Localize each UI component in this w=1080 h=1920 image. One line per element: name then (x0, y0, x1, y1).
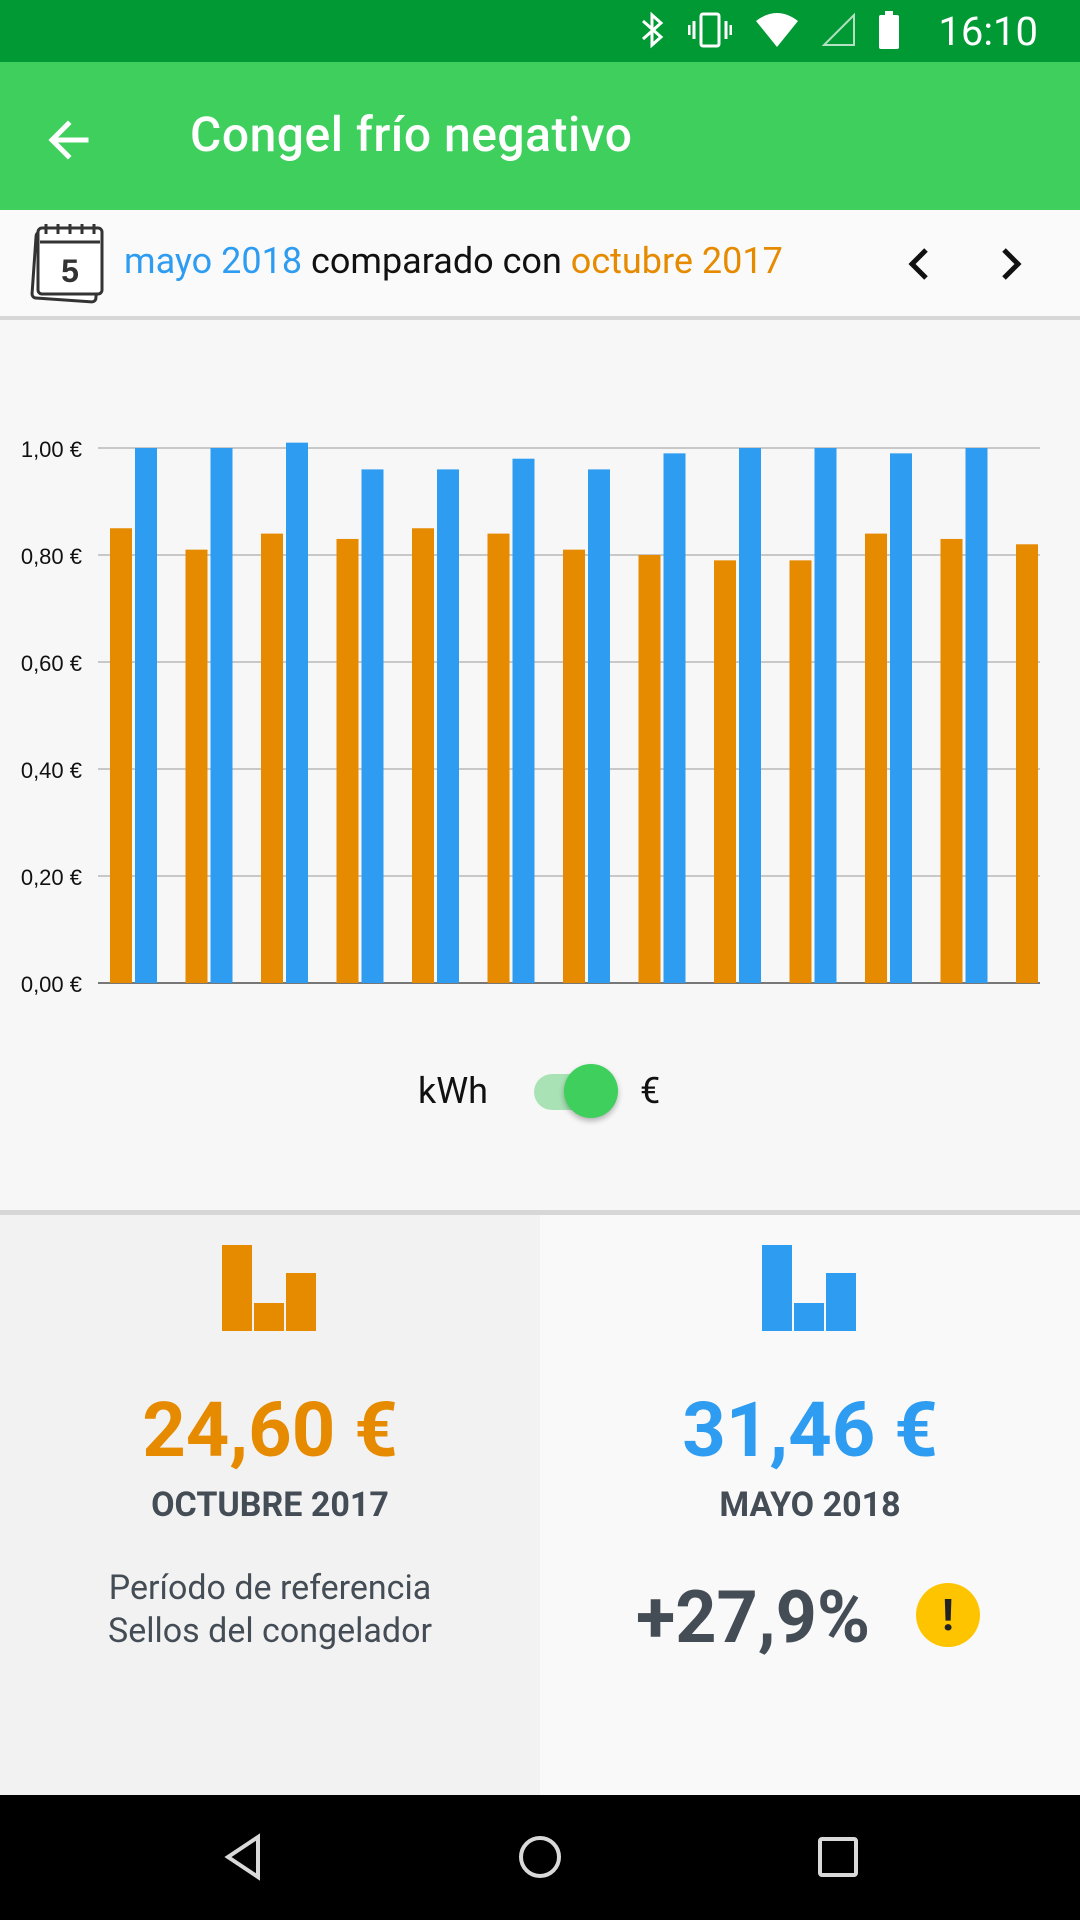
app-bar: Congel frío negativo (0, 62, 1080, 210)
reference-bar[interactable] (789, 560, 812, 983)
y-tick-label: 0,80 € (21, 544, 82, 569)
kwh-label: kWh (418, 1070, 489, 1112)
nav-recents-icon[interactable] (812, 1831, 864, 1883)
reference-bar[interactable] (563, 549, 585, 983)
battery-icon (879, 11, 899, 49)
reference-summary-panel: 24,60 € OCTUBRE 2017 Período de referenc… (0, 1215, 540, 1795)
system-nav-bar (0, 1795, 1080, 1920)
unit-toggle-row: kWh € (0, 1056, 1080, 1126)
section-divider (0, 1210, 1080, 1215)
current-period: MAYO 2018 (719, 1485, 901, 1525)
reference-amount: 24,60 € (142, 1385, 398, 1475)
unit-switch-thumb[interactable] (564, 1064, 618, 1118)
vibrate-icon (688, 12, 732, 48)
current-bar[interactable] (890, 453, 912, 984)
reference-bar[interactable] (865, 533, 887, 983)
calendar-day: 5 (61, 253, 79, 289)
reference-note-line2: Sellos del congelador (108, 1611, 432, 1651)
comparison-connector: comparado con (311, 240, 562, 282)
bar-chart-icon (222, 1245, 316, 1331)
chevron-right-icon[interactable] (986, 240, 1034, 288)
bar-chart-icon (762, 1245, 856, 1331)
comparison-text: mayo 2018 comparado con octubre 2017 (124, 240, 783, 282)
reference-period: OCTUBRE 2017 (151, 1485, 389, 1525)
current-summary-panel: 31,46 € MAYO 2018 +27,9% ! (540, 1215, 1080, 1795)
y-tick-label: 0,00 € (21, 972, 82, 997)
current-bar[interactable] (588, 469, 610, 983)
chart-svg: 0,00 € 0,20 € 0,40 € 0,60 € 0,80 € 1,00 € (21, 437, 1040, 997)
y-tick-label: 0,60 € (21, 651, 82, 676)
current-bar[interactable] (663, 453, 686, 984)
change-percentage: +27,9% (636, 1575, 871, 1660)
current-bar[interactable] (814, 448, 837, 983)
current-bar[interactable] (965, 448, 988, 983)
status-icons (640, 10, 900, 50)
reference-bar[interactable] (940, 538, 963, 983)
reference-bar[interactable] (638, 555, 661, 983)
y-tick-label: 0,20 € (21, 865, 82, 890)
status-bar: 16:10 (0, 0, 1080, 62)
reference-bar[interactable] (110, 528, 132, 983)
current-amount: 31,46 € (682, 1385, 938, 1475)
y-tick-label: 0,40 € (21, 758, 82, 783)
reference-period-label[interactable]: octubre 2017 (570, 240, 783, 282)
clock: 16:10 (938, 8, 1038, 55)
reference-bar[interactable] (714, 560, 736, 983)
warning-icon[interactable]: ! (916, 1583, 980, 1647)
current-bar[interactable] (739, 448, 761, 983)
y-tick-label: 1,00 € (21, 437, 82, 462)
current-bar[interactable] (210, 448, 233, 983)
current-period-label[interactable]: mayo 2018 (124, 240, 303, 282)
nav-home-icon[interactable] (514, 1831, 566, 1883)
reference-bar[interactable] (336, 538, 359, 983)
back-arrow-icon[interactable] (44, 110, 104, 170)
reference-bar[interactable] (1016, 544, 1038, 983)
current-bar[interactable] (512, 458, 535, 983)
current-bar[interactable] (361, 469, 384, 983)
reference-note: Período de referencia Sellos del congela… (0, 1567, 540, 1653)
reference-bar[interactable] (412, 528, 434, 983)
calendar-icon[interactable]: 5 (28, 220, 108, 306)
bluetooth-icon (642, 11, 664, 49)
reference-note-line1: Período de referencia (108, 1568, 432, 1608)
consumption-chart: 0,00 € 0,20 € 0,40 € 0,60 € 0,80 € 1,00 € (0, 320, 1080, 1000)
nav-back-icon[interactable] (218, 1831, 270, 1883)
current-bar[interactable] (286, 442, 308, 983)
comparison-bar: 5 mayo 2018 comparado con octubre 2017 (0, 210, 1080, 320)
wifi-icon (756, 13, 798, 47)
chevron-left-icon[interactable] (896, 240, 944, 288)
cell-signal-icon (822, 12, 855, 46)
reference-bar[interactable] (487, 533, 510, 983)
current-bar[interactable] (437, 469, 459, 983)
current-bar[interactable] (135, 448, 157, 983)
page-title: Congel frío negativo (190, 106, 633, 163)
euro-label: € (640, 1070, 661, 1112)
reference-bar[interactable] (261, 533, 283, 983)
reference-bar[interactable] (185, 549, 208, 983)
